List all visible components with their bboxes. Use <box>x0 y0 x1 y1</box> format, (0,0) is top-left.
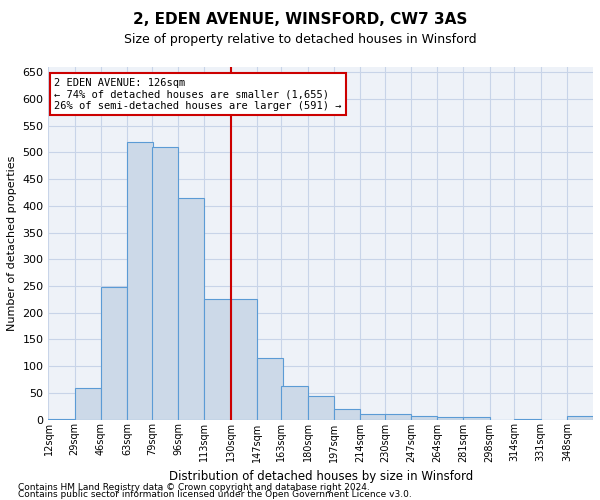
Bar <box>127 142 154 420</box>
Bar <box>567 416 593 420</box>
Bar <box>514 419 541 420</box>
Text: 2, EDEN AVENUE, WINSFORD, CW7 3AS: 2, EDEN AVENUE, WINSFORD, CW7 3AS <box>133 12 467 28</box>
Bar <box>204 299 230 420</box>
Bar <box>49 418 75 420</box>
Text: 2 EDEN AVENUE: 126sqm
← 74% of detached houses are smaller (1,655)
26% of semi-d: 2 EDEN AVENUE: 126sqm ← 74% of detached … <box>54 78 341 110</box>
Bar <box>411 416 437 420</box>
Bar <box>75 388 101 420</box>
Bar <box>360 414 386 420</box>
Bar <box>257 358 283 420</box>
Bar <box>334 409 360 420</box>
Y-axis label: Number of detached properties: Number of detached properties <box>7 156 17 331</box>
Bar <box>463 417 490 420</box>
Bar <box>230 299 257 420</box>
Text: Contains public sector information licensed under the Open Government Licence v3: Contains public sector information licen… <box>18 490 412 499</box>
X-axis label: Distribution of detached houses by size in Winsford: Distribution of detached houses by size … <box>169 470 473 483</box>
Bar <box>437 417 463 420</box>
Text: Size of property relative to detached houses in Winsford: Size of property relative to detached ho… <box>124 32 476 46</box>
Bar <box>385 414 411 420</box>
Bar <box>152 147 178 419</box>
Bar <box>308 396 334 419</box>
Bar <box>281 386 308 420</box>
Bar <box>178 198 204 420</box>
Text: Contains HM Land Registry data © Crown copyright and database right 2024.: Contains HM Land Registry data © Crown c… <box>18 484 370 492</box>
Bar <box>101 287 127 420</box>
